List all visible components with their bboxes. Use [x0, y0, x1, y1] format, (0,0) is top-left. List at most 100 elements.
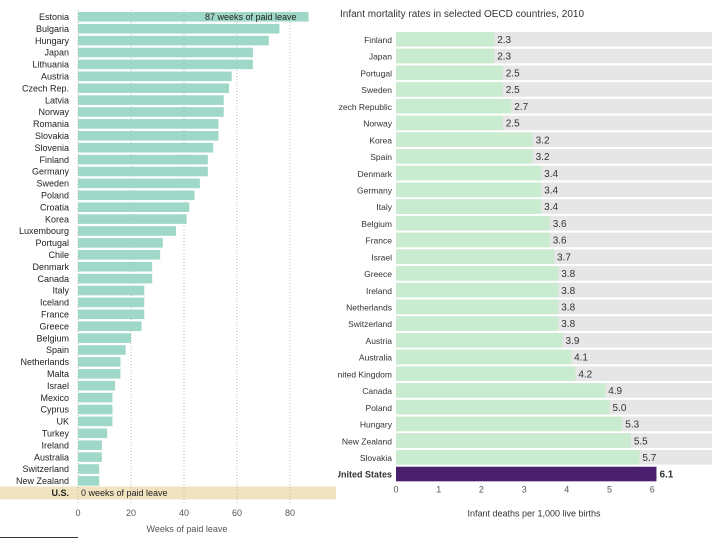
country-label-estonia: Estonia — [39, 12, 69, 22]
country-label-latvia: Latvia — [45, 95, 69, 105]
country-label-ireland: Ireland — [41, 440, 69, 450]
bar-australia — [396, 349, 572, 365]
bar-slovakia — [396, 450, 640, 465]
value-label-united-kingdom: 4.2 — [578, 369, 592, 380]
paid-leave-chart: Estonia Bulgaria Hungary Japan Lithuania Aust… — [0, 0, 340, 540]
bar-spain — [396, 149, 533, 164]
country-label-norway: Norway — [363, 119, 393, 129]
x-tick-label-6: 6 — [650, 484, 655, 494]
value-label-australia: 4.1 — [574, 353, 588, 364]
country-label-austria: Austria — [41, 72, 69, 82]
bar-belgium — [396, 215, 550, 231]
bar-poland — [396, 399, 610, 415]
country-label-new-zealand: New Zealand — [16, 476, 69, 486]
bar-netherlands — [78, 357, 121, 367]
country-label-greece: Greece — [39, 321, 69, 331]
value-label-switzerland: 3.8 — [561, 319, 575, 330]
country-label-chile: Chile — [48, 250, 69, 260]
country-label-switzerland: Switzerland — [348, 319, 392, 329]
country-label-malta: Malta — [47, 369, 69, 379]
value-label-japan: 2.3 — [497, 52, 511, 63]
bar-estonia — [78, 12, 309, 22]
country-label-israel: Israel — [47, 381, 69, 391]
country-label-germany: Germany — [357, 185, 393, 195]
country-label-united-kingdom: United Kingdom — [338, 369, 392, 379]
bar-belgium — [78, 333, 131, 343]
bar-czech-rep — [78, 83, 230, 93]
annotation-us: 0 weeks of paid leave — [81, 488, 168, 498]
bar-turkey — [78, 428, 108, 439]
x-tick-label-3: 3 — [522, 484, 527, 494]
bar-italy — [396, 199, 542, 214]
x-tick-label-20: 20 — [126, 508, 136, 518]
infant-mortality-chart: Infant mortality rates in selected OECD … — [332, 0, 720, 540]
x-tick-label-0: 0 — [393, 484, 398, 494]
value-label-germany: 3.4 — [544, 185, 558, 196]
x-tick-label-4: 4 — [564, 484, 569, 494]
bar-croatia — [78, 202, 190, 212]
country-label-ireland: Ireland — [366, 286, 392, 296]
bar-germany — [78, 166, 208, 177]
value-label-belgium: 3.6 — [553, 219, 567, 230]
country-label-italy: Italy — [376, 202, 392, 212]
bar-hungary — [78, 35, 269, 46]
bar-spain — [78, 345, 126, 355]
value-label-netherlands: 3.8 — [561, 303, 575, 314]
bar-chile — [78, 250, 161, 260]
country-label-netherlands: Netherlands — [20, 357, 69, 367]
country-label-hungary: Hungary — [35, 36, 70, 46]
country-label-poland: Poland — [41, 191, 69, 201]
value-label-czech-republic: 2.7 — [514, 102, 528, 113]
bar-uk — [78, 416, 113, 427]
bar-portugal — [78, 238, 163, 248]
bar-united-states — [396, 466, 657, 482]
bar-portugal — [396, 65, 503, 81]
bar-ireland — [396, 282, 559, 298]
bar-cyprus — [78, 404, 113, 415]
bar-lithuania — [78, 59, 253, 70]
bar-netherlands — [396, 299, 559, 315]
x-tick-label-0: 0 — [75, 508, 80, 518]
x-tick-label-1: 1 — [436, 484, 441, 494]
bar-austria — [396, 332, 563, 348]
bar-poland — [78, 190, 195, 201]
x-axis-title: Infant deaths per 1,000 live births — [467, 508, 601, 518]
x-tick-label-80: 80 — [285, 508, 295, 518]
country-label-germany: Germany — [32, 167, 70, 177]
bar-ireland — [78, 440, 102, 450]
country-label-spain: Spain — [370, 152, 392, 162]
bar-finland — [78, 154, 208, 165]
country-label-australia: Australia — [34, 452, 69, 462]
bar-mexico — [78, 392, 113, 403]
value-label-norway: 2.5 — [506, 119, 520, 130]
country-label-belgium: Belgium — [36, 333, 69, 343]
country-label-cyprus: Cyprus — [40, 405, 69, 415]
country-label-netherlands: Netherlands — [346, 303, 392, 313]
country-label-greece: Greece — [364, 269, 392, 279]
country-label-france: France — [366, 236, 393, 246]
bar-sweden — [396, 82, 503, 97]
x-tick-label-40: 40 — [179, 508, 189, 518]
x-axis-title: Weeks of paid leave — [147, 524, 228, 534]
country-label-lithuania: Lithuania — [32, 60, 69, 70]
bar-greece — [396, 266, 559, 281]
country-label-slovakia: Slovakia — [360, 453, 392, 463]
country-label-sweden: Sweden — [36, 179, 69, 189]
value-label-ireland: 3.8 — [561, 286, 575, 297]
country-label-u-s: U.S. — [51, 488, 69, 498]
country-label-romania: Romania — [33, 119, 69, 129]
country-label-canada: Canada — [362, 386, 392, 396]
country-label-finland: Finland — [364, 35, 392, 45]
value-label-denmark: 3.4 — [544, 169, 558, 180]
bar-korea — [396, 132, 533, 147]
country-label-japan: Japan — [44, 48, 69, 58]
infant-mortality-title: Infant mortality rates in selected OECD … — [340, 9, 585, 20]
bar-denmark — [396, 165, 542, 181]
country-label-poland: Poland — [366, 403, 393, 413]
x-tick-label-2: 2 — [479, 484, 484, 494]
bar-japan — [78, 47, 253, 58]
country-label-belgium: Belgium — [361, 219, 392, 229]
country-label-hungary: Hungary — [360, 420, 393, 430]
bar-romania — [78, 119, 219, 129]
country-label-france: France — [41, 310, 69, 320]
